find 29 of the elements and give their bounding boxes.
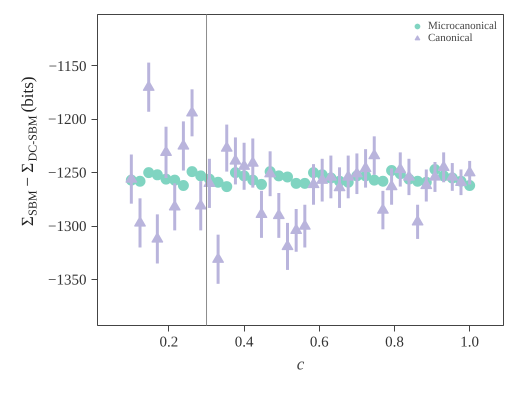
point [134,176,146,187]
point [256,178,267,190]
point [377,176,388,187]
y-tick-label: −1150 [48,58,87,75]
point [290,178,302,189]
x-tick-label: 0.2 [160,334,178,350]
point [282,171,293,182]
point [169,174,180,186]
y-tick-label: −1250 [48,166,87,182]
point [212,176,224,188]
y-axis-title: ΣSBM − ΣDC-SBM (bits) [18,76,40,226]
point [152,169,163,180]
x-tick-label: 0.4 [234,334,254,350]
x-tick-label: 0.6 [310,334,330,350]
x-axis-title: c [296,354,305,374]
point [143,167,154,178]
x-tick-label: 1.0 [460,334,480,350]
point [290,224,302,234]
point [178,180,189,191]
legend-label: Canonical [428,32,473,44]
y-tick-label: −1300 [48,219,87,236]
y-tick-label: −1200 [48,112,87,128]
point [299,178,310,189]
legend-label: Microcanonical [428,20,497,32]
point [195,170,206,182]
point [186,166,198,178]
y-tick-label: −1350 [48,272,87,289]
point [221,181,232,192]
x-tick-label: 0.8 [385,334,404,350]
